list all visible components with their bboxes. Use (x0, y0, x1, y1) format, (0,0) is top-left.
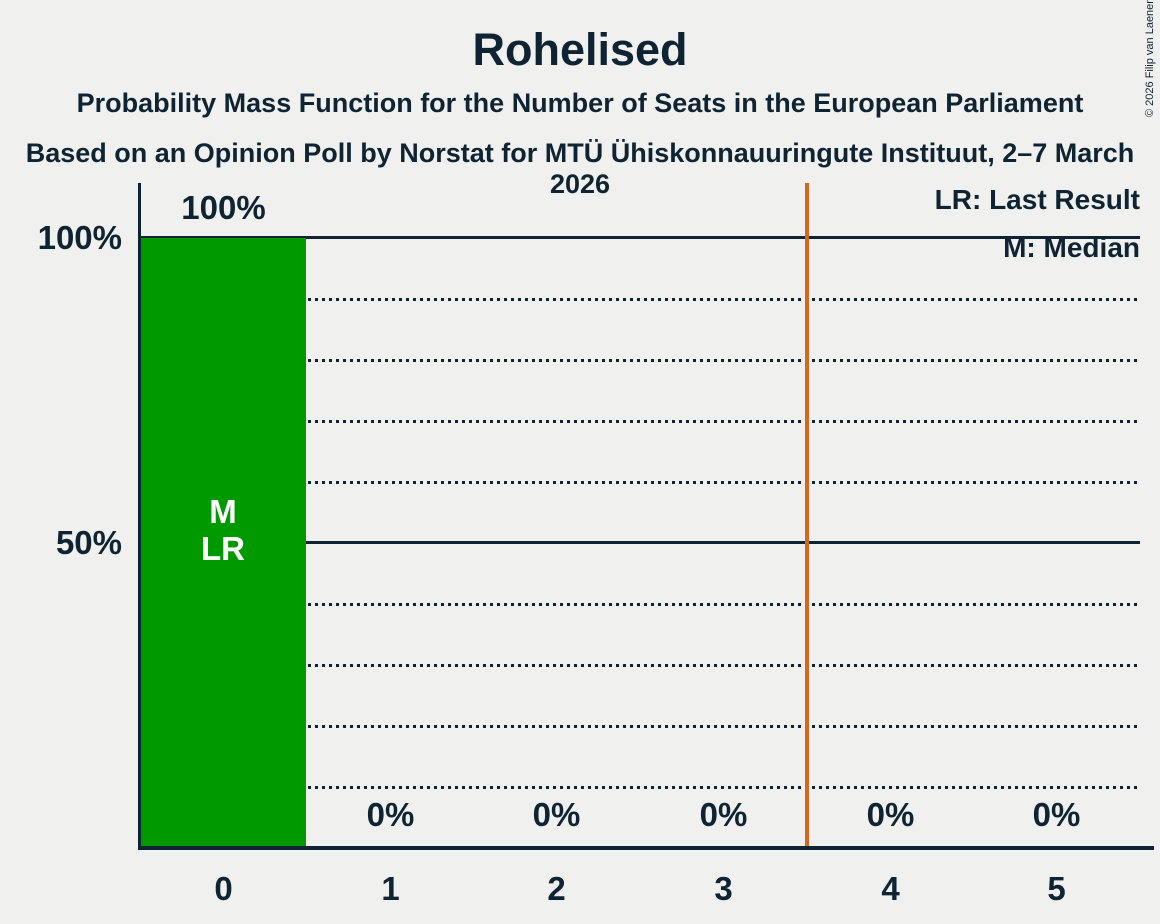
gridline-90pct (140, 298, 1140, 301)
median-last-result-marker: M LR (140, 493, 306, 567)
bar-value-label-2: 0% (532, 796, 581, 833)
chart-subtitle: Probability Mass Function for the Number… (76, 88, 1084, 118)
legend-median: M: Median (1003, 232, 1140, 263)
x-axis-label-3: 3 (714, 870, 733, 907)
last-result-marker: LR (201, 530, 245, 567)
gridline-60pct (140, 481, 1140, 484)
gridline-100pct (140, 236, 1140, 239)
bar-value-label-1: 0% (366, 796, 415, 833)
copyright-notice: © 2026 Filip van Laenen (1144, 0, 1156, 117)
median-marker: M (209, 493, 237, 530)
gridline-10pct (140, 786, 1140, 789)
y-axis-line (138, 183, 141, 850)
x-axis-label-1: 1 (381, 870, 400, 907)
chart-title: Rohelised (472, 24, 688, 75)
chart-source-line: Based on an Opinion Poll by Norstat for … (25, 138, 1135, 199)
bar-value-label-5: 0% (1032, 796, 1081, 833)
y-axis-label-50: 50% (55, 524, 122, 561)
gridline-70pct (140, 420, 1140, 423)
x-axis-label-5: 5 (1047, 870, 1066, 907)
legend-last-result: LR: Last Result (934, 184, 1140, 215)
bar-value-label-4: 0% (866, 796, 915, 833)
gridline-30pct (140, 664, 1140, 667)
gridline-20pct (140, 725, 1140, 728)
x-axis-label-4: 4 (881, 870, 900, 907)
y-axis-label-100: 100% (37, 219, 122, 256)
bar-seats-0 (140, 238, 306, 847)
bar-value-label-0: 100% (181, 189, 266, 226)
x-axis-label-2: 2 (547, 870, 566, 907)
gridline-50pct (140, 541, 1140, 544)
x-axis-label-0: 0 (214, 870, 233, 907)
x-axis-line (138, 846, 1154, 850)
gridline-80pct (140, 359, 1140, 362)
vertical-reference-line (805, 183, 809, 847)
gridline-40pct (140, 603, 1140, 606)
bar-value-label-3: 0% (699, 796, 748, 833)
